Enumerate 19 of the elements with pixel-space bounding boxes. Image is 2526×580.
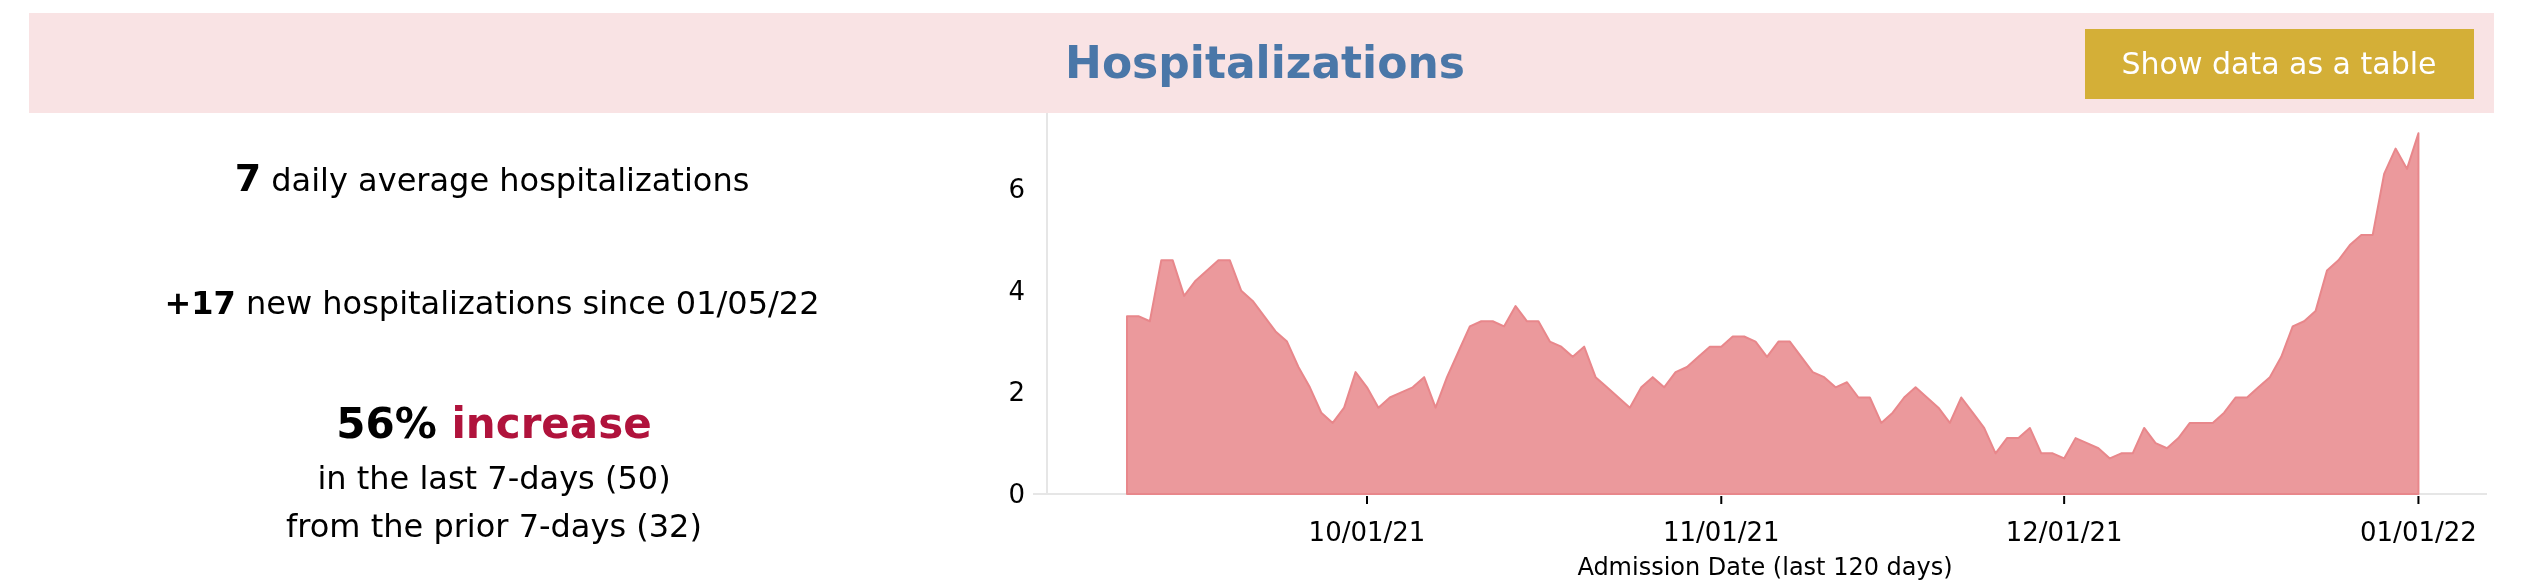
text: from the prior 7-days (32) [286, 507, 702, 545]
text: increase [436, 399, 652, 448]
text: in the last 7-days (50) [317, 459, 671, 497]
text: 56% [336, 399, 437, 448]
text: Show data as a table [2121, 46, 2437, 81]
x-tick-label: 01/01/22 [2360, 517, 2477, 547]
x-axis-title: Admission Date (last 120 days) [1577, 553, 1953, 580]
chart-title: Hospitalizations [1065, 37, 1465, 88]
x-tick-label: 12/01/21 [2005, 517, 2123, 547]
text: new hospitalizations since 01/05/22 [235, 284, 820, 322]
x-tick-label: 10/01/21 [1308, 517, 1426, 547]
text: 7 [234, 156, 262, 200]
x-tick-label: 11/01/21 [1662, 517, 1780, 547]
y-tick-label: 6 [1008, 174, 1025, 205]
text: +17 [164, 284, 236, 322]
y-tick-label: 0 [1008, 479, 1025, 509]
y-tick-label: 2 [1008, 377, 1025, 408]
y-tick-label: 4 [1008, 275, 1025, 306]
text: daily average hospitalizations [261, 161, 750, 199]
